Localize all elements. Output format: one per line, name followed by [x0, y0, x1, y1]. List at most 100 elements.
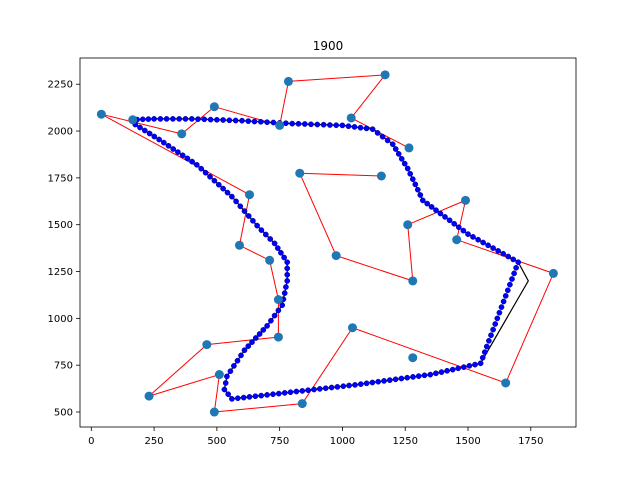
route-node	[446, 217, 453, 224]
connection-line	[456, 200, 466, 240]
route-node	[381, 378, 387, 384]
city-point	[144, 391, 154, 401]
y-tick-label: 2250	[48, 80, 73, 91]
route-node	[505, 253, 512, 260]
route-node	[301, 121, 308, 127]
route-node	[284, 259, 291, 266]
connection-line	[352, 327, 506, 384]
route-node	[246, 394, 253, 400]
connections-layer	[101, 74, 554, 413]
x-tick-label: 1750	[518, 436, 543, 447]
connection-line	[350, 74, 386, 119]
route-node	[170, 146, 177, 152]
route-node	[201, 116, 208, 123]
route-node	[146, 130, 153, 137]
route-node	[245, 343, 252, 349]
route-node	[346, 382, 352, 389]
route-node	[226, 117, 233, 124]
city-point	[347, 323, 357, 333]
route-node	[270, 391, 276, 398]
city-point	[275, 120, 285, 130]
route-node	[320, 121, 327, 128]
route-node	[407, 170, 414, 177]
route-node	[270, 119, 277, 126]
connection-line	[101, 113, 250, 196]
city-point	[548, 268, 558, 278]
route-node	[260, 327, 267, 333]
city-point	[214, 370, 224, 380]
route-node	[379, 133, 386, 140]
route-node	[375, 378, 382, 385]
route-node	[363, 380, 370, 387]
x-tick-label: 0	[88, 436, 94, 447]
route-node	[442, 214, 448, 220]
route-node	[511, 270, 517, 277]
route-node	[384, 137, 391, 144]
route-node	[490, 326, 496, 333]
connection-line	[505, 273, 554, 384]
city-point	[245, 190, 255, 200]
route-node	[363, 125, 370, 132]
route-node	[157, 116, 164, 122]
route-node	[176, 116, 183, 122]
city-point	[408, 353, 418, 363]
route-node	[334, 384, 341, 390]
route-node	[398, 155, 405, 162]
connection-line	[299, 172, 382, 177]
route-node	[258, 227, 265, 233]
route-node	[433, 370, 439, 377]
connection-line	[101, 113, 182, 135]
y-axis: 500 750 1000 1250 1500 1750 2000 2250	[48, 80, 80, 419]
route-node	[240, 394, 247, 401]
route-node	[239, 117, 245, 124]
route-node	[233, 198, 239, 205]
city-point	[408, 276, 418, 286]
route-node	[488, 332, 494, 339]
route-node	[311, 386, 317, 393]
route-node	[438, 369, 445, 375]
city-point	[331, 251, 341, 261]
route-node	[427, 371, 434, 378]
route-node	[245, 118, 252, 124]
route-node	[151, 133, 158, 140]
route-node	[184, 155, 191, 162]
route-node	[455, 365, 462, 372]
route-node	[494, 315, 501, 322]
route-node	[211, 177, 218, 184]
route-node	[339, 122, 346, 129]
route-node	[264, 119, 270, 126]
route-node	[189, 158, 195, 165]
route-node	[202, 169, 209, 176]
route-node	[369, 126, 376, 133]
route-node	[412, 181, 419, 188]
route-node	[410, 374, 416, 380]
y-tick-label: 1500	[48, 220, 73, 231]
points-layer	[96, 70, 558, 417]
route-node	[207, 173, 213, 180]
route-node	[256, 331, 263, 337]
city-point	[380, 70, 390, 80]
connection-line	[148, 374, 220, 397]
route-node	[137, 124, 143, 131]
route-node	[284, 278, 291, 284]
route-node	[504, 287, 511, 294]
route-node	[279, 302, 286, 309]
route-node	[225, 391, 232, 398]
x-tick-label: 250	[145, 436, 164, 447]
route-node	[475, 236, 481, 243]
city-point	[265, 255, 275, 265]
route-node	[357, 124, 364, 131]
route-node	[264, 392, 270, 398]
city-point	[501, 378, 511, 388]
route-node	[264, 323, 270, 329]
city-point	[273, 332, 283, 342]
connection-line	[213, 374, 220, 413]
route-node	[249, 339, 255, 345]
connection-line	[336, 255, 413, 282]
route-node	[428, 204, 435, 210]
y-tick-label: 2000	[48, 127, 73, 138]
route-node	[179, 152, 186, 159]
route-node	[170, 116, 176, 122]
route-node	[268, 317, 274, 324]
